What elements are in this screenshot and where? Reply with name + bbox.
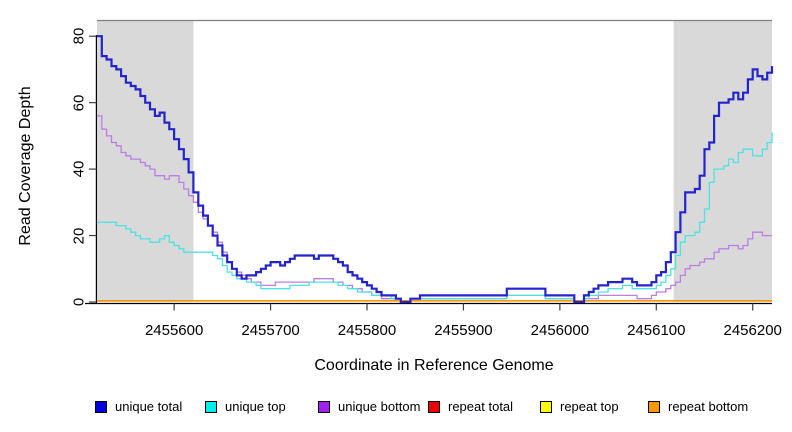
shaded-region-1	[673, 20, 772, 302]
x-tick-label: 2455600	[144, 322, 204, 339]
y-tick-label: 80	[70, 27, 88, 45]
legend-swatch	[95, 400, 107, 413]
x-tick-label: 2456200	[723, 322, 782, 339]
x-tick-label: 2455900	[434, 322, 493, 339]
series-line-unique-total	[97, 35, 774, 304]
y-tick-label: 40	[70, 160, 88, 178]
legend-label: repeat bottom	[668, 399, 749, 414]
y-tick-label: 20	[70, 227, 88, 244]
legend-item-repeat-top: repeat top	[540, 399, 619, 414]
legend-item-unique-top: unique top	[205, 399, 286, 414]
legend-swatch	[318, 400, 330, 413]
legend-swatch	[648, 400, 660, 413]
legend-swatch	[428, 400, 440, 413]
legend-item-repeat-bottom: repeat bottom	[648, 399, 748, 414]
legend-label: unique total	[115, 399, 183, 414]
x-tick-label: 2455800	[337, 322, 397, 339]
legend-label: unique top	[225, 399, 286, 414]
y-tick-label: 0	[70, 297, 88, 307]
legend-label: unique bottom	[338, 399, 421, 414]
x-axis-title: Coordinate in Reference Genome	[314, 357, 554, 374]
y-axis-title: Read Coverage Depth	[17, 86, 34, 246]
y-tick-label: 60	[70, 94, 88, 111]
series-line-unique-top	[97, 132, 773, 303]
legend-item-repeat-total: repeat total	[428, 399, 513, 414]
legend-swatch	[205, 400, 217, 413]
x-tick-label: 2456000	[530, 322, 590, 339]
x-tick-label: 2456100	[627, 322, 686, 339]
legend-swatch	[540, 400, 552, 413]
legend-label: repeat top	[560, 399, 619, 414]
legend-item-unique-total: unique total	[95, 399, 182, 414]
legend-label: repeat total	[448, 399, 514, 414]
x-tick-label: 2455700	[241, 322, 300, 339]
legend-item-unique-bottom: unique bottom	[318, 399, 420, 414]
